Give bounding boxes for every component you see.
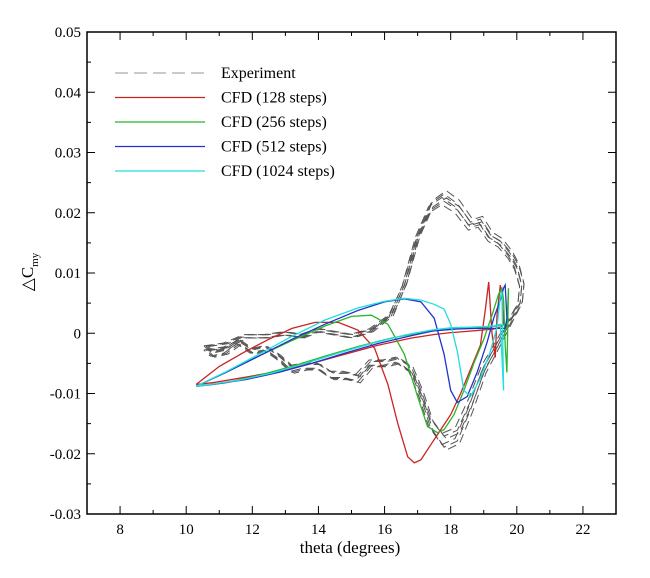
y-axis-label: △Cmy [18,252,41,291]
plot-frame [86,31,617,515]
y-tick-label: 0.02 [55,206,81,222]
series-line-experiment-cycle [203,196,521,446]
x-tick-label: 20 [509,522,524,538]
series-line-experiment-cycle [205,193,523,448]
legend-label: CFD (128 steps) [221,90,327,107]
series-line-experiment-cycle [203,204,521,435]
y-axis-label-subscript: my [29,252,41,267]
series-line-experiment-cycle [205,200,523,437]
y-tick-label: -0.01 [50,387,81,403]
legend: Experiment CFD (128 steps) CFD (256 steps)… [115,65,335,180]
y-tick-label: 0 [74,326,82,342]
x-tick-label: 14 [311,522,327,538]
y-tick-label: 0.04 [55,85,82,101]
y-axis-label-main: △C [18,267,37,291]
x-tick-label: 12 [245,522,260,538]
legend-label: CFD (256 steps) [221,114,327,131]
y-tick-label: -0.03 [50,507,81,523]
series-line-cfd-128-steps [195,281,505,464]
legend-label: Experiment [221,65,296,82]
y-tick-label: 0.01 [55,266,81,282]
y-tick-label: 0.05 [55,25,81,41]
legend-label: CFD (1024 steps) [221,163,335,180]
x-tick-label: 10 [179,522,194,538]
x-tick-label: 22 [575,522,590,538]
legend-label: CFD (512 steps) [221,139,327,156]
x-axis-label: theta (degrees) [300,538,401,557]
series-layer [195,190,525,464]
series-line-experiment-cycle [207,190,525,451]
series-line-experiment-cycle [207,197,525,440]
x-tick-label: 18 [443,522,458,538]
x-tick-label: 8 [116,522,124,538]
x-tick-label: 16 [377,522,393,538]
y-tick-label: 0.03 [55,146,81,162]
axes-layer: 8 10 12 14 16 18 20 22 -0.03 -0.02 -0.01 0 0.01 0.02 0… [50,25,617,538]
y-tick-label: -0.02 [50,447,81,463]
series-line-cfd-1024-steps [195,290,505,398]
